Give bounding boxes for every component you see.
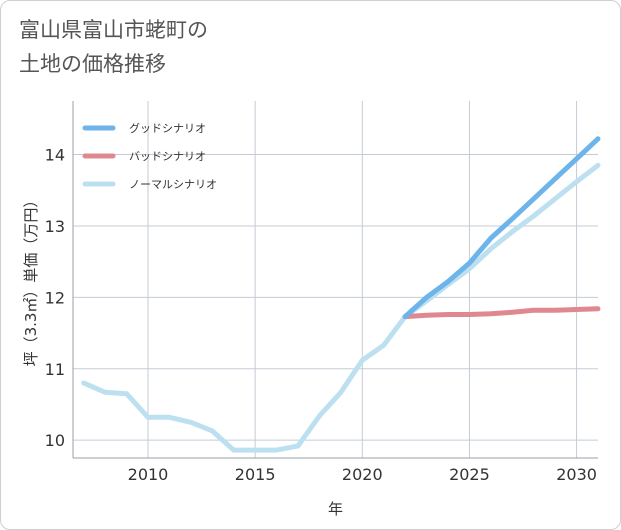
legend-label-good: グッドシナリオ [129,121,206,135]
series-lines [81,136,601,453]
grid-lines [73,101,598,458]
x-tick-label: 2015 [235,465,276,484]
x-axis-label: 年 [328,500,343,518]
y-tick-label: 13 [45,217,65,236]
y-axis-label: 坪（3.3㎡）単価（万円） [22,193,40,367]
x-tick-label: 2010 [128,465,169,484]
chart-title-line-1: 富山県富山市蛯町の [19,18,208,42]
chart-title-line-2: 土地の価格推移 [19,52,166,76]
y-tick-label: 12 [45,288,65,307]
y-tick-label: 10 [45,431,65,450]
y-tick-label: 11 [45,360,65,379]
x-tick-label: 2020 [342,465,383,484]
series-line-bad [402,306,601,320]
y-tick-label: 14 [45,146,65,165]
legend-label-bad: バッドシナリオ [129,150,206,163]
series-line-good [402,136,601,320]
series-line-normal [81,162,601,453]
x-tick-label: 2030 [556,465,597,484]
chart-title: 富山県富山市蛯町の 土地の価格推移 [19,13,208,81]
x-tick-label: 2025 [449,465,490,484]
legend-label-normal: ノーマルシナリオ [129,178,217,191]
tick-labels: 10 11 12 13 14 2010 2015 2020 2025 2030 [45,146,597,484]
